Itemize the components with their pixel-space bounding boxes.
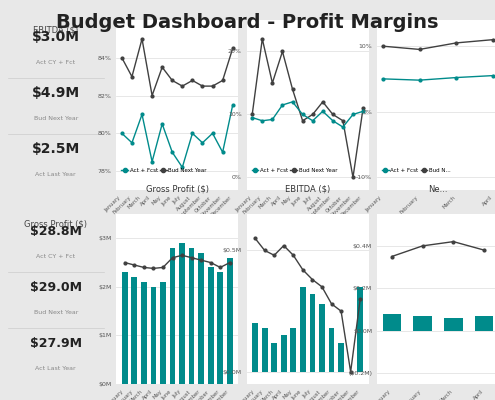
Legend: Act + Fcst, Bud Next Year: Act + Fcst, Bud Next Year: [119, 166, 209, 175]
Bar: [208, 268, 214, 384]
Bar: [338, 343, 344, 372]
Text: $2.5M: $2.5M: [32, 142, 80, 156]
Bar: [160, 282, 166, 384]
Bar: [475, 316, 494, 331]
Bar: [271, 343, 277, 372]
Bar: [150, 287, 156, 384]
Bar: [319, 304, 325, 372]
Bar: [198, 253, 204, 384]
Text: Act CY + Fct: Act CY + Fct: [36, 60, 75, 65]
Bar: [329, 328, 335, 372]
Text: $28.8M: $28.8M: [30, 224, 82, 238]
Title: Gross Profit ($): Gross Profit ($): [146, 185, 209, 194]
Bar: [291, 328, 296, 372]
Bar: [309, 294, 315, 372]
Bar: [132, 277, 137, 384]
Bar: [383, 314, 401, 331]
Text: $29.0M: $29.0M: [30, 281, 82, 294]
Text: Act CY + Fct: Act CY + Fct: [36, 254, 75, 259]
Text: $4.9M: $4.9M: [32, 86, 80, 100]
Text: EBITDA ($): EBITDA ($): [33, 25, 78, 34]
Text: Bud Next Year: Bud Next Year: [34, 116, 78, 121]
Bar: [217, 272, 223, 384]
Legend: Act + Fcst, Bud N...: Act + Fcst, Bud N...: [380, 166, 453, 175]
Title: Ne...: Ne...: [428, 185, 448, 194]
Bar: [122, 272, 128, 384]
Bar: [262, 328, 267, 372]
Text: Act Last Year: Act Last Year: [35, 366, 76, 371]
Bar: [189, 248, 195, 384]
Text: $27.9M: $27.9M: [30, 337, 82, 350]
Bar: [141, 282, 147, 384]
Text: $3.0M: $3.0M: [32, 30, 80, 44]
Bar: [444, 318, 463, 331]
Bar: [413, 316, 432, 331]
Text: Bud Next Year: Bud Next Year: [34, 310, 78, 315]
Bar: [170, 248, 175, 384]
Text: Gross Profit ($): Gross Profit ($): [24, 219, 87, 228]
Bar: [227, 258, 233, 384]
Bar: [281, 336, 287, 372]
Legend: Act + Fcst, Bud Next Year: Act + Fcst, Bud Next Year: [249, 166, 340, 175]
Text: Act Last Year: Act Last Year: [35, 172, 76, 177]
Bar: [300, 287, 306, 372]
Text: Budget Dashboard - Profit Margins: Budget Dashboard - Profit Margins: [56, 13, 439, 32]
Bar: [179, 243, 185, 384]
Title: EBITDA ($): EBITDA ($): [285, 185, 330, 194]
Bar: [252, 323, 258, 372]
Bar: [357, 287, 363, 372]
